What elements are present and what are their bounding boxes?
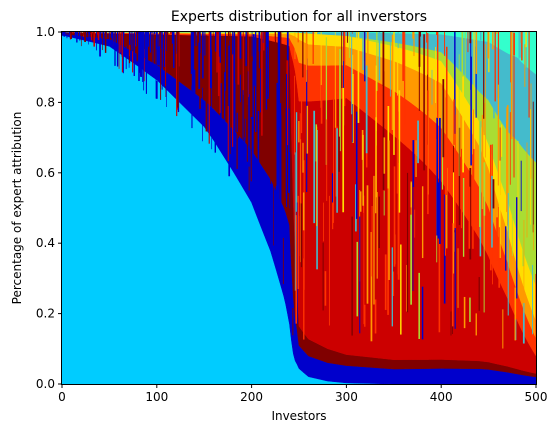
x-axis-label: Investors [271,409,326,423]
x-tick-label: 200 [240,390,263,404]
variation-overlay [61,32,537,349]
x-axis: 0 100 200 300 400 500 [58,384,547,404]
y-tick-label: 0.6 [36,166,55,180]
x-tick-label: 500 [525,390,548,404]
y-tick-label: 0.0 [36,377,55,391]
y-axis-label: Percentage of expert attribution [10,112,24,305]
y-tick-label: 1.0 [36,25,55,39]
x-tick-label: 0 [58,390,66,404]
y-tick-label: 0.8 [36,95,55,109]
y-tick-label: 0.4 [36,236,55,250]
y-axis: 0.0 0.2 0.4 0.6 0.8 1.0 [36,25,62,391]
x-tick-label: 300 [335,390,358,404]
x-tick-label: 400 [430,390,453,404]
chart-title: Experts distribution for all inverstors [171,9,427,25]
x-tick-label: 100 [145,390,168,404]
plot-frame [61,31,537,385]
y-tick-label: 0.2 [36,307,55,321]
